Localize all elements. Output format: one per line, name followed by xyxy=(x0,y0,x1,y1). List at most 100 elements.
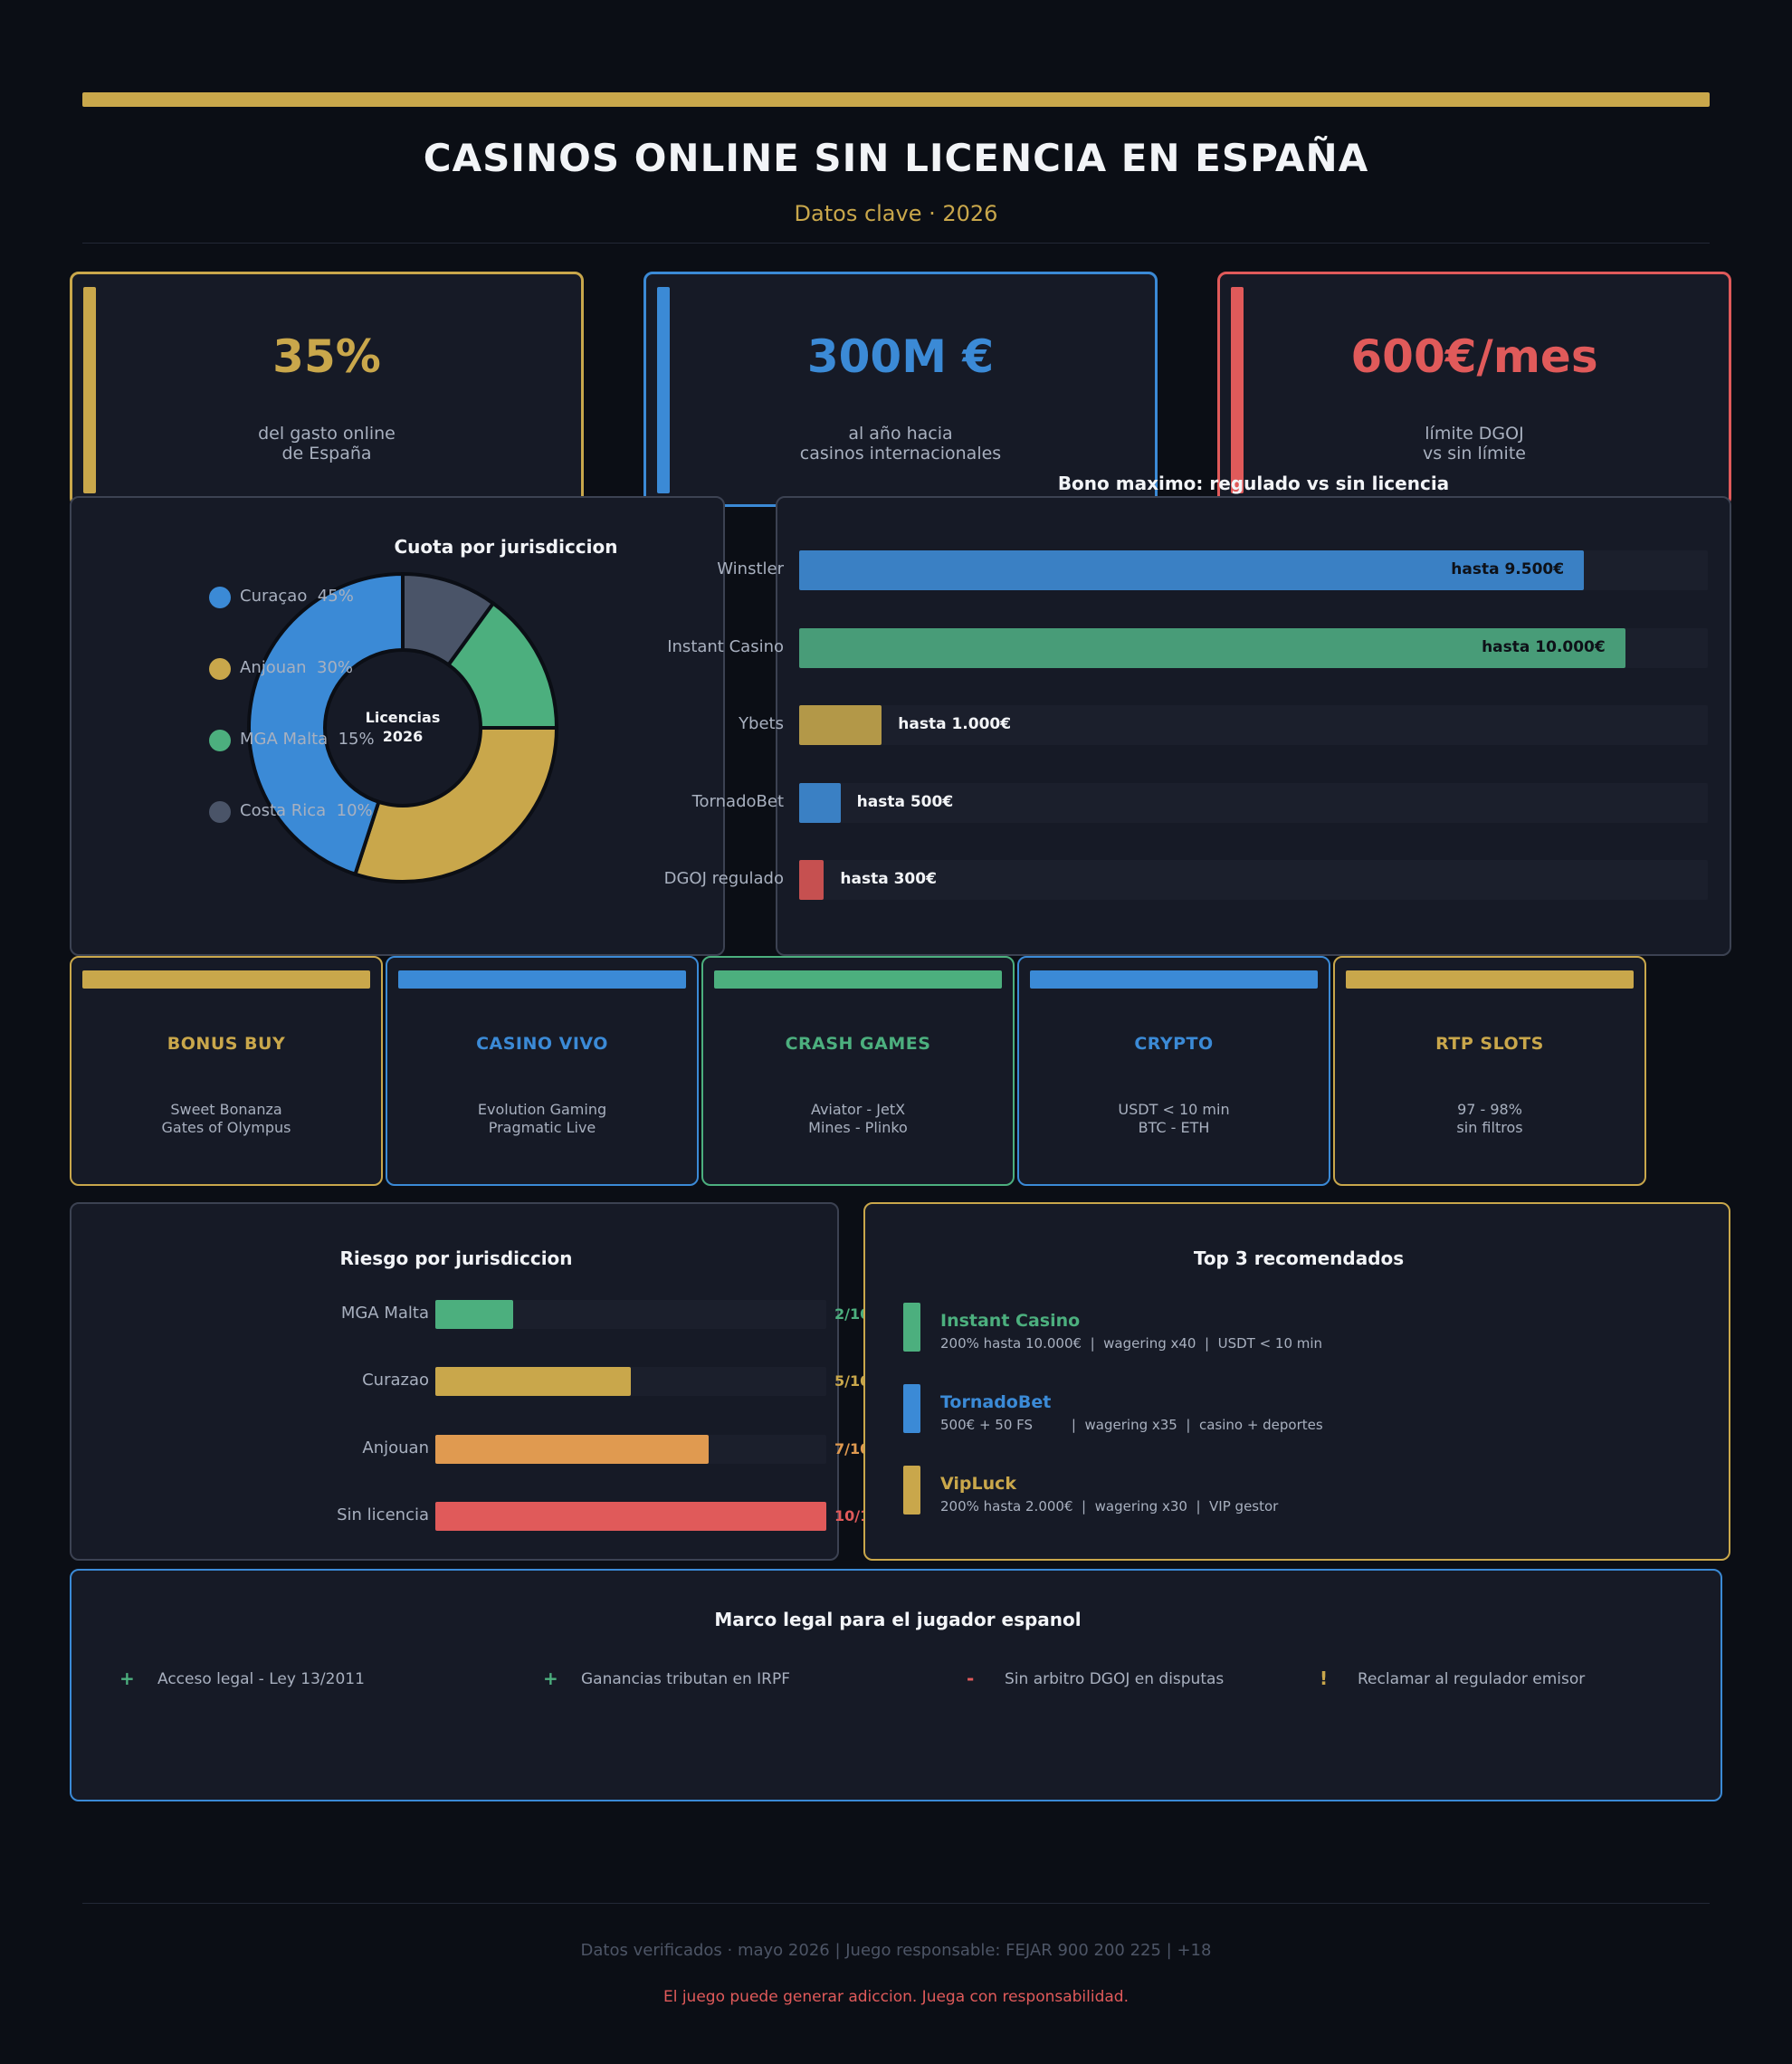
top-accent-bar xyxy=(82,92,1710,107)
kpi-value: 600€/mes xyxy=(1350,330,1598,383)
category-card-title: CRYPTO xyxy=(1134,1034,1214,1054)
category-card-bar xyxy=(82,970,370,989)
bonus-bar-value-label: hasta 500€ xyxy=(856,792,954,811)
legal-symbol: + xyxy=(543,1667,558,1689)
legal-item-text: Sin arbitro DGOJ en disputas xyxy=(1005,1670,1225,1688)
legend-label: Anjouan 30% xyxy=(240,658,354,677)
kpi-description: del gasto online de España xyxy=(258,424,396,463)
bonus-bar xyxy=(799,627,1625,668)
risk-chart-title: Riesgo por jurisdiccion xyxy=(339,1247,573,1269)
donut-center-label-line1: Licencias xyxy=(366,709,441,726)
kpi-card-spend-share: 35% del gasto online de España xyxy=(70,272,584,507)
legal-symbol: ! xyxy=(1320,1667,1329,1689)
category-card-bar xyxy=(1030,970,1318,989)
bonus-bar xyxy=(799,705,882,745)
bonus-bar-label: Ybets xyxy=(739,714,784,733)
recommended-name: TornadoBet xyxy=(940,1392,1052,1412)
footer-divider xyxy=(82,1903,1710,1904)
kpi-card-annual-flow: 300M € al año hacia casinos internaciona… xyxy=(643,272,1158,507)
category-card-title: CASINO VIVO xyxy=(476,1034,608,1054)
bonus-bar-value-label: hasta 9.500€ xyxy=(1451,560,1565,578)
category-card-bar xyxy=(1346,970,1634,989)
bonus-bar-value-label: hasta 300€ xyxy=(840,870,937,888)
legal-item-text: Ganancias tributan en IRPF xyxy=(581,1670,791,1688)
bonus-bar-label: Instant Casino xyxy=(667,636,784,656)
category-card-casino-vivo: CASINO VIVO Evolution Gaming Pragmatic Li… xyxy=(386,956,699,1186)
footer-warning: El juego puede generar adiccion. Juega c… xyxy=(662,1988,1130,2006)
kpi-card-deposit-limit: 600€/mes límite DGOJ vs sin límite xyxy=(1217,272,1731,507)
recommended-name: Instant Casino xyxy=(940,1311,1081,1331)
jurisdiction-share-panel: Cuota por jurisdiccion Licencias 2026 Cu… xyxy=(70,496,725,956)
category-card-description: Sweet Bonanza Gates of Olympus xyxy=(161,1101,291,1136)
category-card-crash-games: CRASH GAMES Aviator - JetX Mines - Plinko xyxy=(701,956,1015,1186)
recommended-marker xyxy=(903,1466,920,1515)
legal-item-text: Acceso legal - Ley 13/2011 xyxy=(157,1670,365,1688)
bonus-bar-value-label: hasta 10.000€ xyxy=(1482,637,1606,656)
risk-bar-value-label: 2/10 xyxy=(834,1305,871,1323)
risk-bar xyxy=(435,1434,710,1464)
legend-swatch xyxy=(209,801,231,823)
risk-bar-label: Anjouan xyxy=(362,1438,429,1457)
category-card-rtp-slots: RTP SLOTS 97 - 98% sin filtros xyxy=(1333,956,1646,1186)
category-card-title: CRASH GAMES xyxy=(785,1034,931,1054)
bonus-bar xyxy=(799,550,1585,590)
recommended-marker xyxy=(903,1303,920,1352)
category-card-description: Aviator - JetX Mines - Plinko xyxy=(808,1101,908,1136)
legal-symbol: - xyxy=(967,1667,975,1689)
donut-chart-title: Cuota por jurisdiccion xyxy=(394,536,618,558)
bonus-bar xyxy=(799,782,841,823)
legend-swatch xyxy=(209,730,231,751)
kpi-value: 300M € xyxy=(806,330,995,383)
category-card-title: RTP SLOTS xyxy=(1435,1034,1544,1054)
legend-label: Curaçao 45% xyxy=(240,587,354,606)
bonus-bar-label: TornadoBet xyxy=(691,791,784,811)
bonus-chart-title: Bono maximo: regulado vs sin licencia xyxy=(1057,473,1450,494)
recommended-name: VipLuck xyxy=(940,1474,1017,1494)
risk-bar xyxy=(435,1501,826,1531)
risk-bar-value-label: 5/10 xyxy=(834,1372,871,1390)
risk-bar-value-label: 7/10 xyxy=(834,1439,871,1457)
legal-item-text: Reclamar al regulador emisor xyxy=(1358,1670,1586,1688)
legend-swatch xyxy=(209,587,231,608)
risk-bar-label: Curazao xyxy=(362,1371,429,1390)
category-card-description: Evolution Gaming Pragmatic Live xyxy=(477,1101,607,1136)
legal-panel: Marco legal para el jugador espanol xyxy=(70,1569,1722,1801)
recommended-detail: 500€ + 50 FS | wagering x35 | casino + d… xyxy=(940,1417,1323,1433)
risk-bar-label: Sin licencia xyxy=(337,1505,429,1524)
donut-center-label-line2: 2026 xyxy=(383,728,424,745)
header-divider xyxy=(82,243,1710,244)
donut-slice-anjouan xyxy=(352,726,559,884)
donut-slice-cura-ao xyxy=(246,571,405,877)
category-card-bonus-buy: BONUS BUY Sweet Bonanza Gates of Olympus xyxy=(70,956,383,1186)
category-card-title: BONUS BUY xyxy=(167,1034,286,1054)
legend-swatch xyxy=(209,658,231,680)
recommended-panel: Top 3 recomendados xyxy=(863,1202,1730,1561)
kpi-stripe xyxy=(1231,287,1244,493)
category-card-description: 97 - 98% sin filtros xyxy=(1456,1101,1523,1136)
category-card-bar xyxy=(714,970,1002,989)
category-card-description: USDT < 10 min BTC - ETH xyxy=(1118,1101,1230,1136)
risk-bar xyxy=(435,1367,631,1397)
legend-label: Costa Rica 10% xyxy=(240,801,373,820)
kpi-stripe xyxy=(657,287,670,493)
bonus-bar-label: Winstler xyxy=(717,559,784,578)
risk-bar-label: MGA Malta xyxy=(340,1304,429,1323)
bonus-bar xyxy=(799,860,825,900)
risk-bar xyxy=(435,1300,514,1329)
page-subtitle: Datos clave · 2026 xyxy=(794,201,998,226)
legal-symbol: + xyxy=(119,1667,135,1689)
bonus-bar-value-label: hasta 1.000€ xyxy=(898,715,1012,733)
recommended-detail: 200% hasta 2.000€ | wagering x30 | VIP g… xyxy=(940,1498,1279,1515)
bonus-bar-track xyxy=(799,705,1708,745)
bonus-bar-track xyxy=(799,860,1708,900)
kpi-value: 35% xyxy=(272,330,381,383)
page-title: CASINOS ONLINE SIN LICENCIA EN ESPAÑA xyxy=(423,136,1369,180)
recommended-detail: 200% hasta 10.000€ | wagering x40 | USDT… xyxy=(940,1335,1323,1352)
kpi-description: límite DGOJ vs sin límite xyxy=(1423,424,1526,463)
bonus-bar-label: DGOJ regulado xyxy=(663,869,784,888)
footer-info: Datos verificados · mayo 2026 | Juego re… xyxy=(580,1941,1212,1960)
legend-label: MGA Malta 15% xyxy=(240,730,375,749)
bonus-bar-track xyxy=(799,782,1708,823)
kpi-stripe xyxy=(83,287,96,493)
category-card-bar xyxy=(398,970,686,989)
